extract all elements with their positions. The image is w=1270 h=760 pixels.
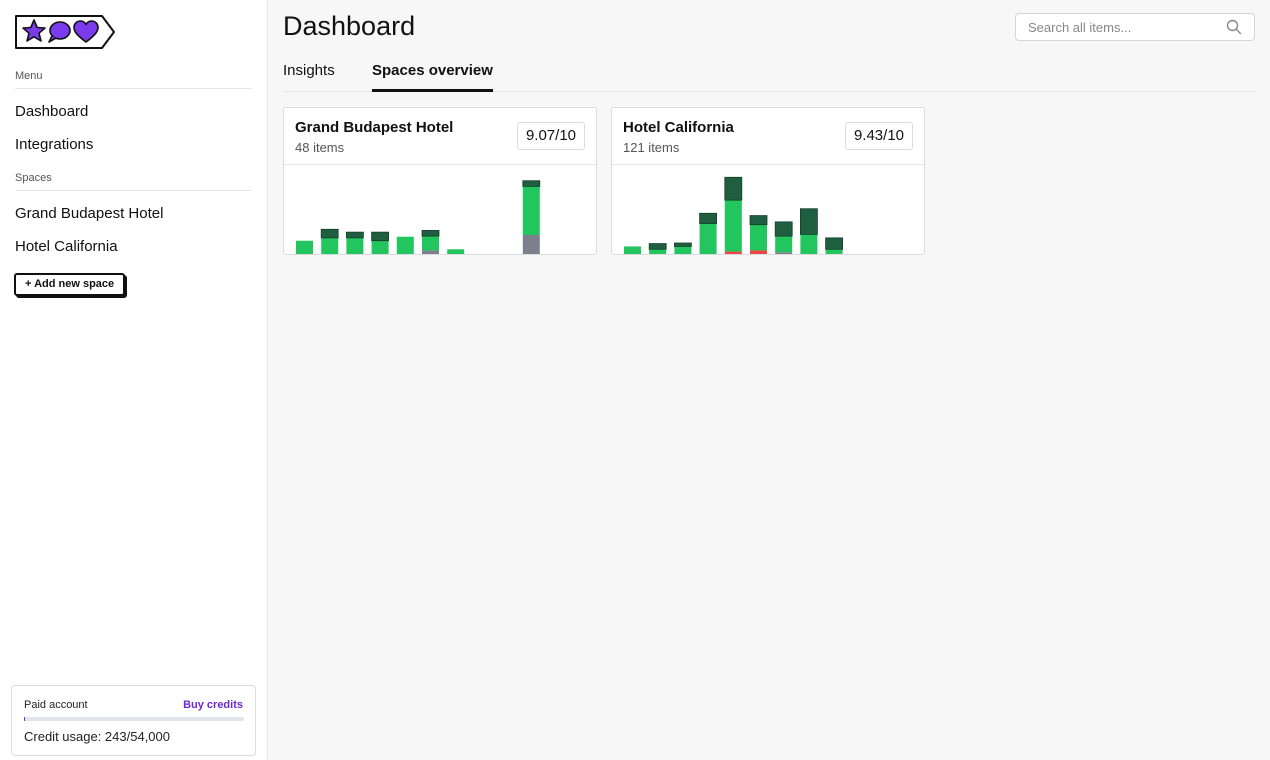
search-box[interactable] xyxy=(1015,13,1255,41)
chart-bar-segment-very-positive xyxy=(724,176,743,201)
search-icon[interactable] xyxy=(1226,19,1242,35)
space-card-grand-budapest-hotel[interactable]: Grand Budapest Hotel 48 items 9.07/10 xyxy=(283,107,597,255)
chart-bar-segment-positive xyxy=(699,223,717,254)
buy-credits-link[interactable]: Buy credits xyxy=(183,699,243,711)
sidebar-item-dashboard[interactable]: Dashboard xyxy=(15,103,89,120)
sidebar-item-grand-budapest-hotel[interactable]: Grand Budapest Hotel xyxy=(15,205,164,222)
credit-usage-text: Credit usage: 243/54,000 xyxy=(24,729,170,744)
account-type-label: Paid account xyxy=(24,699,88,711)
tab-spaces-overview[interactable]: Spaces overview xyxy=(372,62,493,92)
chart-bar-segment-very-positive xyxy=(346,231,364,239)
chart-bar-segment-very-positive xyxy=(749,215,768,226)
account-card: Paid account Buy credits Credit usage: 2… xyxy=(11,685,256,756)
chart-bar-segment-neutral xyxy=(422,250,439,254)
chart-bar-segment-positive xyxy=(371,240,389,254)
space-score-badge: 9.43/10 xyxy=(844,122,913,150)
credit-usage-bar xyxy=(24,717,244,721)
star-icon xyxy=(22,19,46,42)
chart-bar-segment-positive xyxy=(321,237,339,254)
chart-bar-segment-very-positive xyxy=(699,212,717,224)
chart-bar-segment-very-positive xyxy=(421,230,440,237)
chart-bar-segment-positive xyxy=(649,249,667,254)
space-item-count: 48 items xyxy=(295,140,345,155)
space-name: Grand Budapest Hotel xyxy=(295,119,454,136)
chart-bar-segment-positive xyxy=(422,236,439,251)
sidebar: Menu Dashboard Integrations Spaces Grand… xyxy=(0,0,268,760)
space-card-hotel-california[interactable]: Hotel California 121 items 9.43/10 xyxy=(611,107,925,255)
menu-divider xyxy=(15,88,252,89)
chart-bar-segment-positive xyxy=(396,236,414,254)
chart-bar-segment-positive xyxy=(825,249,843,254)
chart-bar-segment-positive xyxy=(624,246,641,254)
app-logo[interactable] xyxy=(14,14,116,50)
chart-bar-segment-very-positive xyxy=(320,228,339,239)
chart-bar-segment-very-positive xyxy=(522,180,541,187)
space-card-header: Grand Budapest Hotel 48 items 9.07/10 xyxy=(284,108,596,165)
chart-bar-segment-positive xyxy=(800,234,818,254)
space-card-header: Hotel California 121 items 9.43/10 xyxy=(612,108,924,165)
chart-bar-segment-negative xyxy=(750,250,767,254)
menu-section-label: Menu xyxy=(15,70,43,82)
tab-insights[interactable]: Insights xyxy=(283,62,335,79)
space-name: Hotel California xyxy=(623,119,734,136)
add-new-space-button[interactable]: + Add new space xyxy=(14,273,126,296)
speech-bubble-icon xyxy=(48,21,71,43)
sidebar-item-integrations[interactable]: Integrations xyxy=(15,136,94,153)
space-score-badge: 9.07/10 xyxy=(516,122,585,150)
space-item-count: 121 items xyxy=(623,140,680,155)
chart-bar-segment-neutral xyxy=(775,252,793,254)
sentiment-bar-chart xyxy=(296,180,541,254)
chart-bar-segment-positive xyxy=(346,237,364,254)
tab-bar: Insights Spaces overview xyxy=(283,62,1255,92)
spaces-divider xyxy=(15,190,252,191)
chart-bar-segment-positive xyxy=(724,200,742,252)
chart-bar-segment-positive xyxy=(775,236,793,253)
chart-bar-segment-neutral xyxy=(522,235,540,254)
sentiment-bar-chart xyxy=(624,176,844,254)
chart-bar-segment-very-positive xyxy=(648,243,667,250)
chart-bar-segment-positive xyxy=(447,249,465,254)
chart-bar-segment-negative xyxy=(724,251,742,254)
chart-bar-segment-positive xyxy=(296,240,313,254)
search-input[interactable] xyxy=(1016,14,1216,40)
chart-bar-segment-positive xyxy=(750,224,767,251)
chart-bar-segment-positive xyxy=(674,246,692,254)
spaces-section-label: Spaces xyxy=(15,172,52,184)
credit-usage-fill xyxy=(24,717,25,721)
chart-bar-segment-very-positive xyxy=(774,221,793,237)
chart-bar-segment-very-positive xyxy=(674,242,692,247)
sidebar-item-hotel-california[interactable]: Hotel California xyxy=(15,238,118,255)
page-title: Dashboard xyxy=(283,11,416,41)
chart-bar-segment-positive xyxy=(522,186,540,235)
chart-bar-segment-very-positive xyxy=(371,231,389,242)
heart-icon xyxy=(73,20,99,43)
chart-bar-segment-very-positive xyxy=(799,208,818,235)
chart-bar-segment-very-positive xyxy=(825,237,844,250)
